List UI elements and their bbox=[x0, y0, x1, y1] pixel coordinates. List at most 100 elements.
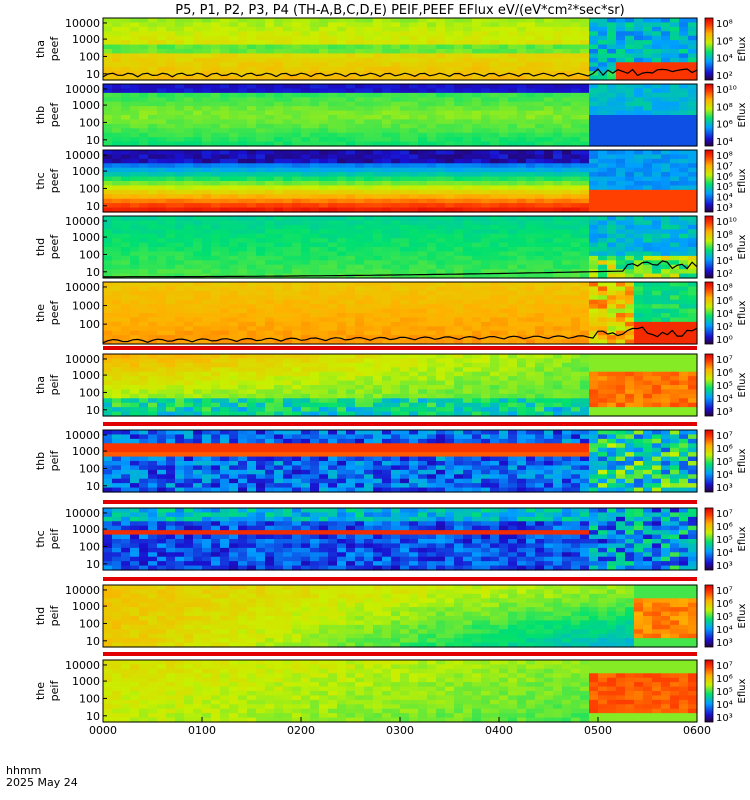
heatmap-cell bbox=[526, 92, 536, 98]
heatmap-cell bbox=[544, 71, 554, 77]
heatmap-cell bbox=[103, 304, 113, 310]
heatmap-cell bbox=[517, 154, 527, 160]
heatmap-cell bbox=[139, 362, 149, 368]
heatmap-cell bbox=[607, 181, 617, 187]
heatmap-cell bbox=[571, 31, 581, 37]
heatmap-cell bbox=[400, 154, 410, 160]
heatmap-cell bbox=[382, 49, 392, 55]
heatmap-cell bbox=[454, 35, 464, 41]
heatmap-cell bbox=[238, 290, 248, 296]
heatmap-cell bbox=[166, 321, 176, 327]
heatmap-cell bbox=[616, 194, 626, 200]
heatmap-cell bbox=[661, 101, 671, 107]
heatmap-cell bbox=[184, 411, 194, 417]
heatmap-cell bbox=[166, 18, 176, 24]
heatmap-cell bbox=[139, 198, 149, 204]
heatmap-cell bbox=[382, 339, 392, 345]
heatmap-cell bbox=[382, 75, 392, 81]
heatmap-cell bbox=[265, 49, 275, 55]
heatmap-cell bbox=[148, 101, 158, 107]
heatmap-cell bbox=[436, 106, 446, 112]
heatmap-cell bbox=[571, 123, 581, 129]
heatmap-cell bbox=[319, 326, 329, 332]
heatmap-cell bbox=[607, 128, 617, 134]
heatmap-cell bbox=[292, 203, 302, 209]
heatmap-cell bbox=[202, 119, 212, 125]
heatmap-cell bbox=[571, 66, 581, 72]
heatmap-cell bbox=[409, 71, 419, 77]
heatmap-cell bbox=[481, 167, 491, 173]
heatmap-cell bbox=[220, 260, 230, 266]
heatmap-cell bbox=[598, 167, 608, 173]
heatmap-cell bbox=[454, 141, 464, 147]
heatmap-cell bbox=[247, 40, 257, 46]
heatmap-cell bbox=[400, 238, 410, 244]
heatmap-cell bbox=[112, 141, 122, 147]
heatmap-cell bbox=[499, 123, 509, 129]
heatmap-cell bbox=[247, 185, 257, 191]
heatmap-cell bbox=[157, 97, 167, 103]
heatmap-cell bbox=[661, 264, 671, 270]
colorbar-tick-label: 10⁶ bbox=[716, 172, 733, 183]
colorbar-tick-label: 10⁴ bbox=[716, 309, 733, 320]
heatmap-cell bbox=[499, 84, 509, 90]
heatmap-cell bbox=[364, 22, 374, 28]
heatmap-cell bbox=[454, 238, 464, 244]
heatmap-cell bbox=[661, 110, 671, 116]
heatmap-cell bbox=[292, 224, 302, 230]
heatmap-cell bbox=[409, 62, 419, 68]
heatmap-cell bbox=[661, 49, 671, 55]
heatmap-cell bbox=[535, 181, 545, 187]
heatmap-cell bbox=[112, 57, 122, 63]
heatmap-cell bbox=[553, 40, 563, 46]
heatmap-cell bbox=[607, 132, 617, 138]
heatmap-cell bbox=[634, 110, 644, 116]
heatmap-cell bbox=[652, 203, 662, 209]
heatmap-cell bbox=[220, 97, 230, 103]
heatmap-cell bbox=[346, 299, 356, 305]
heatmap-cell bbox=[112, 128, 122, 134]
heatmap-cell bbox=[274, 92, 284, 98]
heatmap-cell bbox=[274, 110, 284, 116]
heatmap-cell bbox=[247, 181, 257, 187]
heatmap-cell bbox=[130, 35, 140, 41]
heatmap-cell bbox=[130, 233, 140, 239]
heatmap-cell bbox=[607, 216, 617, 222]
heatmap-cell bbox=[184, 220, 194, 226]
heatmap-cell bbox=[418, 260, 428, 266]
heatmap-cell bbox=[634, 286, 644, 292]
heatmap-cell bbox=[346, 247, 356, 253]
heatmap-cell bbox=[625, 150, 635, 156]
heatmap-cell bbox=[103, 26, 113, 32]
heatmap-cell bbox=[643, 247, 653, 253]
heatmap-cell bbox=[382, 97, 392, 103]
heatmap-cell bbox=[310, 176, 320, 182]
heatmap-cell bbox=[355, 128, 365, 134]
heatmap-cell bbox=[589, 62, 599, 68]
heatmap-cell bbox=[346, 128, 356, 134]
heatmap-cell bbox=[337, 84, 347, 90]
heatmap-cell bbox=[175, 255, 185, 261]
heatmap-cell bbox=[598, 119, 608, 125]
heatmap-cell bbox=[436, 242, 446, 248]
heatmap-cell bbox=[202, 264, 212, 270]
heatmap-cell bbox=[184, 216, 194, 222]
heatmap-cell bbox=[499, 308, 509, 314]
heatmap-cell bbox=[400, 242, 410, 248]
heatmap-cell bbox=[589, 132, 599, 138]
heatmap-cell bbox=[112, 326, 122, 332]
heatmap-cell bbox=[535, 185, 545, 191]
heatmap-cell bbox=[202, 62, 212, 68]
heatmap-cell bbox=[535, 290, 545, 296]
heatmap-cell bbox=[526, 330, 536, 336]
heatmap-cell bbox=[490, 299, 500, 305]
heatmap-cell bbox=[112, 308, 122, 314]
heatmap-cell bbox=[301, 299, 311, 305]
heatmap-cell bbox=[301, 31, 311, 37]
heatmap-cell bbox=[346, 158, 356, 164]
heatmap-cell bbox=[643, 238, 653, 244]
heatmap-cell bbox=[130, 216, 140, 222]
heatmap-cell bbox=[364, 40, 374, 46]
heatmap-cell bbox=[175, 367, 185, 373]
heatmap-cell bbox=[463, 185, 473, 191]
